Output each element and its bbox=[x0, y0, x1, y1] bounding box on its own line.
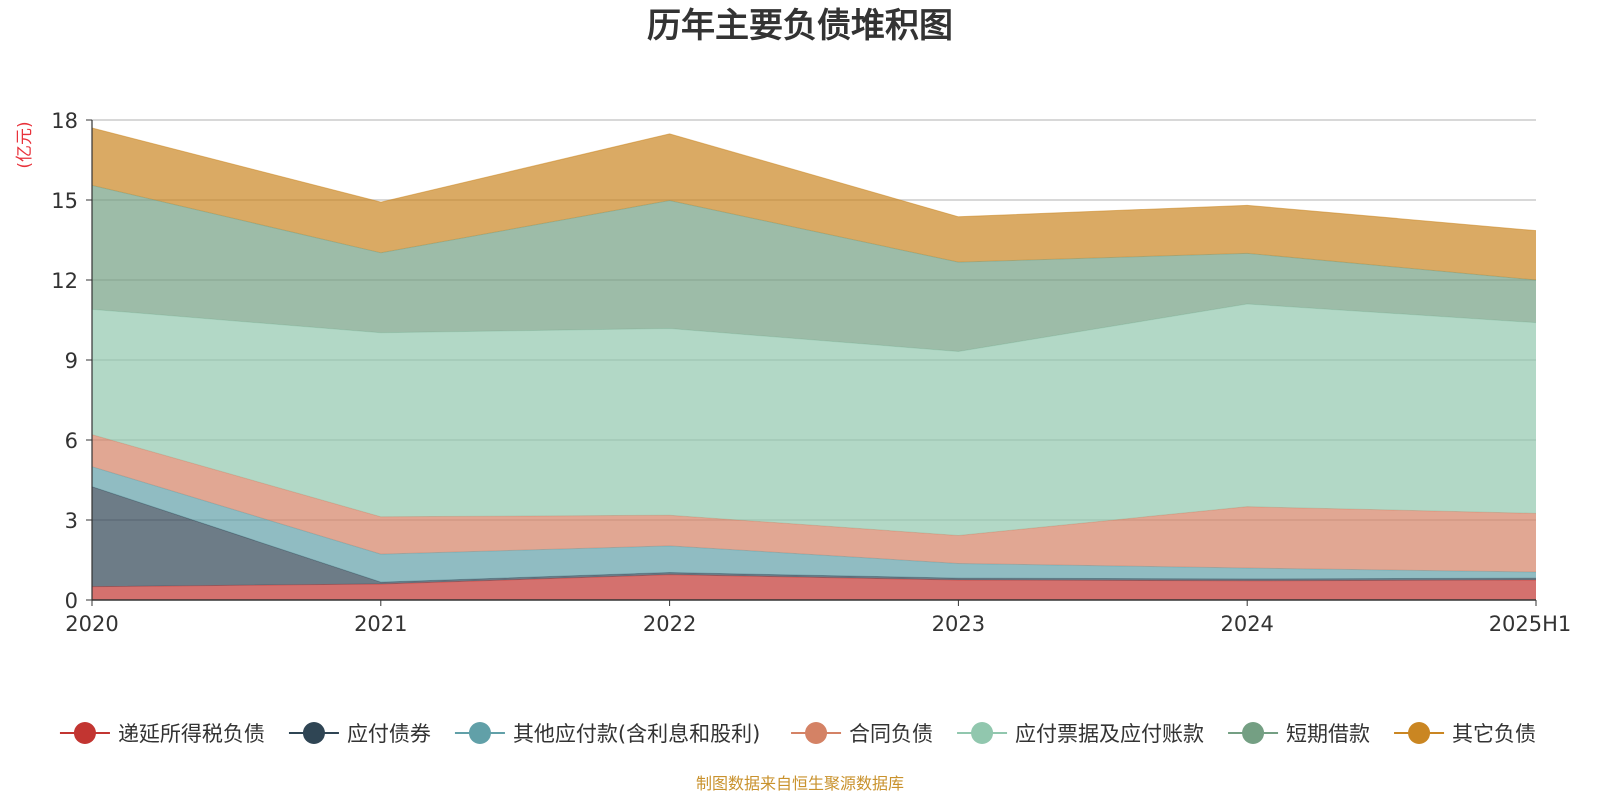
data-source-note: 制图数据来自恒生聚源数据库 bbox=[696, 774, 904, 793]
axes: 0 3 6 9 12 15 18 2020 2021 2022 2023 2024 2025H1 bbox=[51, 109, 1571, 636]
legend-item[interactable]: 递延所得税负债 bbox=[59, 722, 265, 746]
legend-item[interactable]: 应付债券 bbox=[288, 722, 431, 746]
y-tick-label: 9 bbox=[65, 349, 78, 373]
chart-title: 历年主要负债堆积图 bbox=[647, 6, 953, 46]
y-tick-label: 12 bbox=[51, 269, 78, 293]
legend-label: 应付票据及应付账款 bbox=[1015, 722, 1204, 746]
legend-item[interactable]: 应付票据及应付账款 bbox=[957, 722, 1204, 746]
x-tick-label: 2025H1 bbox=[1489, 612, 1572, 636]
legend-label: 递延所得税负债 bbox=[118, 722, 265, 746]
x-tick-label: 2021 bbox=[354, 612, 407, 636]
x-tick-label: 2023 bbox=[932, 612, 985, 636]
y-axis-unit-label: (亿元) bbox=[15, 121, 35, 168]
legend-marker-icon bbox=[302, 722, 325, 744]
area-series-7-line bbox=[91, 127, 1537, 232]
legend-label: 其他应付款(含利息和股利) bbox=[513, 722, 760, 746]
legend-item[interactable]: 短期借款 bbox=[1228, 722, 1370, 746]
legend: 递延所得税负债 应付债券 其他应付款(含利息和股利) 合同负债 应付票据及应付账款 短期借… bbox=[59, 722, 1536, 746]
area-series-3 bbox=[92, 466, 1536, 583]
legend-marker-icon bbox=[73, 722, 96, 744]
legend-marker-icon bbox=[468, 722, 491, 744]
y-tick-label: 6 bbox=[65, 429, 78, 453]
area-series-6 bbox=[92, 185, 1536, 352]
area-series-4-line bbox=[91, 434, 1537, 536]
legend-label: 其它负债 bbox=[1452, 722, 1536, 746]
y-tick-label: 0 bbox=[65, 589, 78, 613]
area-series-1-line bbox=[91, 574, 1537, 588]
x-tick-label: 2024 bbox=[1220, 612, 1273, 636]
y-tick-label: 18 bbox=[51, 109, 78, 133]
legend-item[interactable]: 合同负债 bbox=[791, 722, 933, 746]
area-series-group bbox=[91, 127, 1537, 600]
legend-marker-icon bbox=[1408, 722, 1431, 744]
y-tick-label: 15 bbox=[51, 189, 78, 213]
area-series-5 bbox=[92, 304, 1536, 536]
legend-label: 短期借款 bbox=[1286, 722, 1370, 746]
area-series-7 bbox=[92, 128, 1536, 280]
legend-label: 合同负债 bbox=[849, 722, 933, 746]
legend-marker-icon bbox=[1242, 722, 1265, 744]
legend-marker-icon bbox=[805, 722, 828, 744]
y-tick-label: 3 bbox=[65, 509, 78, 533]
area-series-4 bbox=[92, 434, 1536, 572]
x-tick-label: 2020 bbox=[65, 612, 118, 636]
area-series-2 bbox=[92, 486, 1536, 587]
legend-item[interactable]: 其它负债 bbox=[1394, 722, 1536, 746]
x-tick-label: 2022 bbox=[643, 612, 696, 636]
legend-item[interactable]: 其他应付款(含利息和股利) bbox=[454, 722, 760, 746]
legend-marker-icon bbox=[971, 722, 994, 744]
legend-label: 应付债券 bbox=[347, 722, 431, 746]
